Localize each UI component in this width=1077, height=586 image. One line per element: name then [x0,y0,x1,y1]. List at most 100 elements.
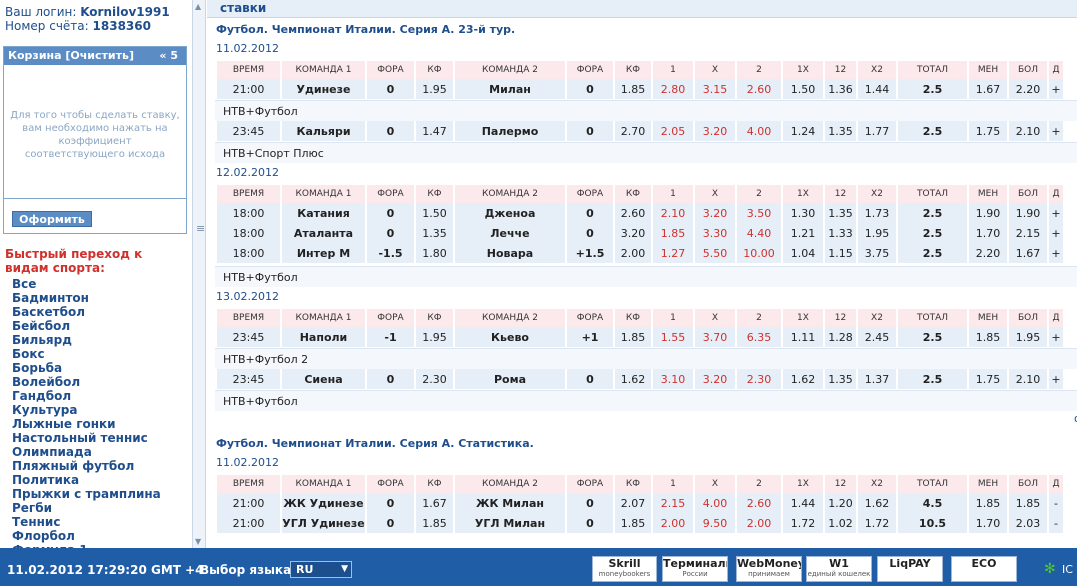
odds-cell[interactable]: 1.50 [416,203,453,223]
odds-cell[interactable]: 1.44 [783,493,823,513]
scroll-up-arrow-icon[interactable]: ▲ [195,2,202,11]
odds-cell[interactable]: 1.70 [969,513,1007,533]
odds-cell[interactable]: 2.30 [416,369,453,389]
odds-cell[interactable]: 1.62 [858,493,896,513]
odds-cell[interactable]: 1.36 [825,79,856,99]
odds-cell[interactable]: 1.95 [1009,327,1047,347]
sport-link[interactable]: Теннис [12,515,61,529]
odds-cell[interactable]: 2.15 [1009,223,1047,243]
odds-cell[interactable]: 1.75 [969,121,1007,141]
odds-cell[interactable]: 1.85 [969,493,1007,513]
odds-cell[interactable]: 1.55 [653,327,693,347]
odds-cell[interactable]: 2.60 [615,203,651,223]
odds-cell[interactable]: 1.67 [969,79,1007,99]
odds-cell[interactable]: 1.85 [1009,493,1047,513]
odds-cell[interactable]: 1.24 [783,121,823,141]
splitter-grip-icon[interactable]: ≡ [196,222,206,235]
odds-cell[interactable]: 1.33 [825,223,856,243]
odds-cell[interactable]: 1.11 [783,327,823,347]
odds-cell[interactable]: 2.03 [1009,513,1047,533]
sport-link[interactable]: Волейбол [12,375,81,389]
odds-cell[interactable]: 2.45 [858,327,896,347]
odds-cell[interactable]: 1.21 [783,223,823,243]
sport-link[interactable]: Культура [12,403,78,417]
odds-cell[interactable]: 4.00 [737,121,781,141]
odds-cell[interactable]: 2.00 [653,513,693,533]
odds-cell[interactable]: + [1049,203,1063,223]
sport-link[interactable]: Олимпиада [12,445,92,459]
sport-link[interactable]: Формула 1 [12,543,161,548]
sport-link[interactable]: Бокс [12,347,45,361]
odds-cell[interactable]: 2.60 [737,79,781,99]
odds-cell[interactable]: - [1049,493,1063,513]
odds-cell[interactable]: 1.47 [416,121,453,141]
odds-cell[interactable]: 1.20 [825,493,856,513]
odds-cell[interactable]: - [1049,513,1063,533]
odds-cell[interactable]: 2.5 [898,121,967,141]
odds-cell[interactable]: 3.30 [695,223,735,243]
gear-icon[interactable]: ✻ [1044,561,1056,577]
odds-cell[interactable]: 1.77 [858,121,896,141]
sport-link[interactable]: Пляжный футбол [12,459,135,473]
payment-logo[interactable]: ТерминалыРоссии [662,556,728,582]
odds-cell[interactable]: 10.00 [737,243,781,263]
more-link[interactable]: о [1065,412,1077,426]
odds-cell[interactable]: 2.30 [737,369,781,389]
odds-cell[interactable]: 1.35 [825,369,856,389]
odds-cell[interactable]: 2.00 [737,513,781,533]
odds-cell[interactable]: 4.00 [695,493,735,513]
odds-cell[interactable]: + [1049,369,1063,389]
odds-cell[interactable]: + [1049,327,1063,347]
odds-cell[interactable]: 3.20 [615,223,651,243]
odds-cell[interactable]: 1.35 [416,223,453,243]
odds-cell[interactable]: 2.5 [898,369,967,389]
odds-cell[interactable]: 4.40 [737,223,781,243]
odds-cell[interactable]: 2.10 [1009,369,1047,389]
payment-logo[interactable]: WebMoney принимаем [736,556,802,582]
odds-cell[interactable]: 1.90 [1009,203,1047,223]
odds-cell[interactable]: 2.5 [898,203,967,223]
sport-link[interactable]: Баскетбол [12,305,86,319]
sport-link[interactable]: Борьба [12,361,63,375]
odds-cell[interactable]: 3.75 [858,243,896,263]
odds-cell[interactable]: 1.85 [416,513,453,533]
sport-link[interactable]: Бадминтон [12,291,89,305]
sport-link[interactable]: Все [12,277,37,291]
odds-cell[interactable]: 5.50 [695,243,735,263]
sport-link[interactable]: Политика [12,473,80,487]
odds-cell[interactable]: 1.73 [858,203,896,223]
odds-cell[interactable]: 1.50 [783,79,823,99]
sport-link[interactable]: Настольный теннис [12,431,148,445]
odds-cell[interactable]: 2.15 [653,493,693,513]
odds-cell[interactable]: 2.07 [615,493,651,513]
odds-cell[interactable]: 1.90 [969,203,1007,223]
sport-link[interactable]: Флорбол [12,529,75,543]
basket-collapse-button[interactable]: « 5 [159,49,178,62]
odds-cell[interactable]: 1.35 [825,121,856,141]
odds-cell[interactable]: 1.37 [858,369,896,389]
odds-cell[interactable]: 3.15 [695,79,735,99]
sidebar-splitter[interactable]: ▲ ≡ ▼ [192,0,206,548]
odds-cell[interactable]: 1.02 [825,513,856,533]
sport-link[interactable]: Бильярд [12,333,72,347]
odds-cell[interactable]: 1.85 [653,223,693,243]
odds-cell[interactable]: 3.50 [737,203,781,223]
odds-cell[interactable]: 1.72 [858,513,896,533]
odds-cell[interactable]: 2.10 [1009,121,1047,141]
odds-cell[interactable]: 2.5 [898,327,967,347]
odds-cell[interactable]: 2.70 [615,121,651,141]
odds-cell[interactable]: + [1049,243,1063,263]
odds-cell[interactable]: 1.67 [1009,243,1047,263]
odds-cell[interactable]: 2.20 [969,243,1007,263]
odds-cell[interactable]: 3.10 [653,369,693,389]
odds-cell[interactable]: 6.35 [737,327,781,347]
sport-link[interactable]: Бейсбол [12,319,71,333]
odds-cell[interactable]: 4.5 [898,493,967,513]
odds-cell[interactable]: 2.20 [1009,79,1047,99]
odds-cell[interactable]: 1.70 [969,223,1007,243]
scroll-down-arrow-icon[interactable]: ▼ [195,537,202,546]
odds-cell[interactable]: 1.67 [416,493,453,513]
odds-cell[interactable]: 1.30 [783,203,823,223]
sport-link[interactable]: Лыжные гонки [12,417,116,431]
odds-cell[interactable]: 2.05 [653,121,693,141]
